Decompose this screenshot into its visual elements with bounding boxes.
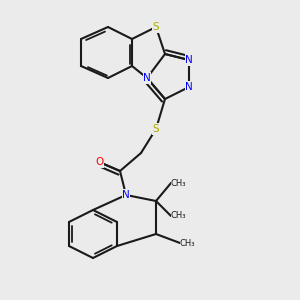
Text: CH₃: CH₃ — [171, 178, 187, 188]
Text: CH₃: CH₃ — [180, 238, 196, 247]
Text: S: S — [153, 22, 159, 32]
Text: N: N — [185, 82, 193, 92]
Text: N: N — [122, 190, 130, 200]
Text: N: N — [143, 73, 151, 83]
Text: N: N — [185, 55, 193, 65]
Text: S: S — [153, 124, 159, 134]
Text: CH₃: CH₃ — [171, 212, 187, 220]
Text: O: O — [95, 157, 103, 167]
